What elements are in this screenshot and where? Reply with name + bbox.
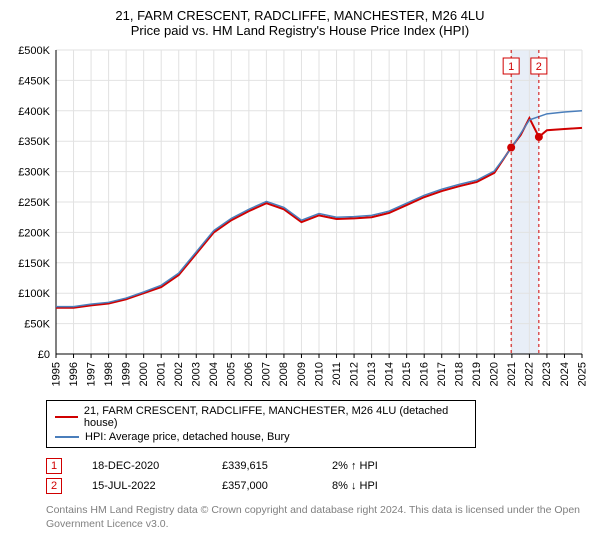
svg-text:2025: 2025	[576, 362, 588, 386]
sale-date: 18-DEC-2020	[92, 460, 192, 472]
svg-text:2004: 2004	[208, 362, 220, 386]
sale-row: 1 18-DEC-2020 £339,615 2% ↑ HPI	[46, 456, 592, 476]
svg-text:£500K: £500K	[18, 45, 50, 57]
svg-text:£250K: £250K	[18, 197, 50, 209]
legend-item: 21, FARM CRESCENT, RADCLIFFE, MANCHESTER…	[55, 404, 467, 430]
chart-title: 21, FARM CRESCENT, RADCLIFFE, MANCHESTER…	[8, 8, 592, 23]
svg-text:£0: £0	[38, 349, 50, 361]
svg-text:2003: 2003	[191, 362, 203, 386]
svg-text:2011: 2011	[331, 362, 343, 386]
svg-text:£300K: £300K	[18, 167, 50, 179]
svg-text:2: 2	[536, 61, 542, 73]
svg-text:£150K: £150K	[18, 258, 50, 270]
svg-text:2020: 2020	[489, 362, 501, 386]
svg-text:£100K: £100K	[18, 288, 50, 300]
svg-text:£50K: £50K	[24, 319, 50, 331]
svg-text:1: 1	[508, 61, 514, 73]
legend-label: HPI: Average price, detached house, Bury	[85, 431, 290, 443]
svg-text:2002: 2002	[173, 362, 185, 386]
svg-text:2022: 2022	[524, 362, 536, 386]
svg-text:2016: 2016	[419, 362, 431, 386]
sales-table: 1 18-DEC-2020 £339,615 2% ↑ HPI 2 15-JUL-2022…	[46, 456, 592, 496]
chart-subtitle: Price paid vs. HM Land Registry's House …	[8, 23, 592, 38]
sale-date: 15-JUL-2022	[92, 480, 192, 492]
legend-swatch	[55, 436, 79, 438]
svg-text:1995: 1995	[50, 362, 62, 386]
svg-text:2000: 2000	[138, 362, 150, 386]
sale-diff: 2% ↑ HPI	[332, 460, 422, 472]
svg-text:2015: 2015	[401, 362, 413, 386]
svg-text:2001: 2001	[155, 362, 167, 386]
legend-item: HPI: Average price, detached house, Bury	[55, 430, 467, 444]
legend-swatch	[55, 416, 78, 418]
sale-marker: 2	[46, 478, 62, 494]
svg-text:2013: 2013	[366, 362, 378, 386]
sale-price: £357,000	[222, 480, 302, 492]
svg-text:2024: 2024	[559, 362, 571, 386]
svg-text:1999: 1999	[120, 362, 132, 386]
svg-text:2017: 2017	[436, 362, 448, 386]
svg-text:£350K: £350K	[18, 136, 50, 148]
svg-text:£200K: £200K	[18, 227, 50, 239]
sale-price: £339,615	[222, 460, 302, 472]
svg-text:2021: 2021	[506, 362, 518, 386]
svg-text:1998: 1998	[103, 362, 115, 386]
svg-text:2019: 2019	[471, 362, 483, 386]
svg-text:2006: 2006	[243, 362, 255, 386]
svg-text:£450K: £450K	[18, 75, 50, 87]
line-chart: £0 £50K £100K £150K £200K £250K £300K £350K £400…	[8, 44, 592, 394]
sale-marker: 1	[46, 458, 62, 474]
svg-text:2010: 2010	[313, 362, 325, 386]
svg-text:2007: 2007	[261, 362, 273, 386]
svg-text:2009: 2009	[296, 362, 308, 386]
svg-text:2014: 2014	[383, 362, 395, 386]
attribution-text: Contains HM Land Registry data © Crown c…	[46, 504, 592, 531]
legend-label: 21, FARM CRESCENT, RADCLIFFE, MANCHESTER…	[84, 405, 467, 429]
title-block: 21, FARM CRESCENT, RADCLIFFE, MANCHESTER…	[8, 8, 592, 38]
sale-row: 2 15-JUL-2022 £357,000 8% ↓ HPI	[46, 476, 592, 496]
svg-text:1996: 1996	[68, 362, 80, 386]
svg-text:£400K: £400K	[18, 106, 50, 118]
svg-text:2008: 2008	[278, 362, 290, 386]
svg-text:2023: 2023	[541, 362, 553, 386]
sale-diff: 8% ↓ HPI	[332, 480, 422, 492]
legend: 21, FARM CRESCENT, RADCLIFFE, MANCHESTER…	[46, 400, 476, 448]
svg-text:2012: 2012	[348, 362, 360, 386]
chart-container: 21, FARM CRESCENT, RADCLIFFE, MANCHESTER…	[8, 8, 592, 531]
svg-text:2005: 2005	[226, 362, 238, 386]
svg-text:1997: 1997	[85, 362, 97, 386]
svg-text:2018: 2018	[454, 362, 466, 386]
